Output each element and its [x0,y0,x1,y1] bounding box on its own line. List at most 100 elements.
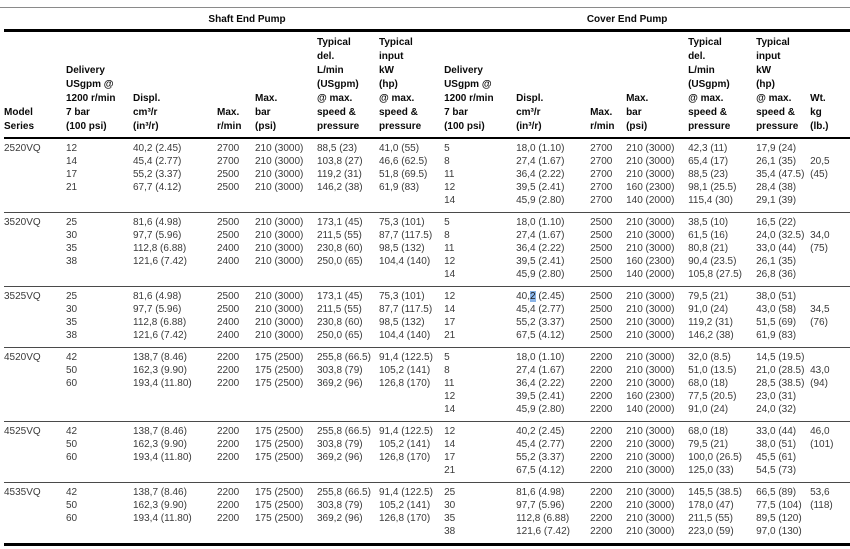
cell-cover-typical-delivery: 178,0 (47) [688,500,734,511]
cell-shaft-displacement [133,390,217,403]
cell-shaft-delivery: 12 [66,143,78,154]
cell-model-series: 4520VQ [4,352,41,363]
cell-cover-typical-input: 38,0 (51) [756,291,797,302]
cell-shaft-displacement: 193,4 (11.80) [133,513,192,524]
spec-row: 3520VQ 25 81,6 (4.98) 2500 210 (3000) 173,1 (… [4,213,850,230]
cell-shaft-typical-input [379,403,444,422]
cell-cover-displacement: 97,7 (5.96) [516,500,565,511]
cell-shaft-typical-delivery: 211,5 (55) [317,304,362,315]
cell-shaft-typical-input: 98,5 (132) [379,317,425,328]
cell-weight: (75) [810,243,828,254]
cell-cover-max-pressure: 210 (3000) [626,169,675,180]
text-selection-highlight: 2 [529,291,536,302]
cell-shaft-typical-input: 75,3 (101) [379,291,425,302]
cell-shaft-max-pressure: 210 (3000) [255,217,304,228]
cell-cover-max-pressure: 160 (2300) [626,256,675,267]
cell-cover-max-rpm: 2200 [590,391,613,402]
cell-cover-max-rpm: 2500 [590,317,613,328]
cell-shaft-displacement [133,403,217,422]
cell-cover-displacement: 55,2 (3.37) [516,452,565,463]
cell-cover-delivery: 17 [444,317,456,328]
cell-shaft-max-pressure: 210 (3000) [255,156,304,167]
cell-shaft-max-pressure: 210 (3000) [255,169,304,180]
cell-shaft-max-rpm: 2200 [217,439,240,450]
cell-cover-typical-delivery: 105,8 (27.5) [688,269,743,280]
cell-shaft-typical-delivery [317,525,379,545]
cell-cover-displacement: 121,6 (7.42) [516,526,571,537]
cell-weight [810,138,850,155]
cell-cover-max-pressure: 160 (2300) [626,182,675,193]
cell-cover-displacement: 40,2 (2.45) [516,287,590,304]
cell-cover-typical-delivery: 91,0 (24) [688,404,729,415]
cell-model-series [4,181,66,194]
cell-shaft-max-pressure: 210 (3000) [255,243,304,254]
cell-shaft-displacement: 81,6 (4.98) [133,217,182,228]
cell-shaft-typical-delivery: 250,0 (65) [317,256,363,267]
cell-shaft-max-rpm: 2200 [217,452,240,463]
cell-cover-max-pressure: 140 (2000) [626,404,675,415]
cell-cover-delivery: 14 [444,439,456,450]
cell-cover-max-rpm: 2200 [590,487,613,498]
cell-cover-typical-delivery: 65,4 (17) [688,156,729,167]
spec-row: 60 193,4 (11.80) 2200 175 (2500) 369,2 (96) 1… [4,451,850,464]
spec-row: 60 193,4 (11.80) 2200 175 (2500) 369,2 (96) 1… [4,512,850,525]
cell-cover-typical-input: 26,1 (35) [756,256,797,267]
spec-row: 17 55,2 (3.37) 2500 210 (3000) 119,2 (31) 51,… [4,168,850,181]
cell-model-series [4,255,66,268]
cell-shaft-max-pressure: 210 (3000) [255,230,304,241]
cell-shaft-max-rpm: 2200 [217,500,240,511]
section-header-spacer [810,8,850,32]
cell-cover-displacement: 27,4 (1.67) [516,156,565,167]
cell-cover-typical-delivery: 88,5 (23) [688,169,729,180]
cell-cover-max-pressure: 210 (3000) [626,500,675,511]
cell-shaft-typical-input [379,268,444,287]
cell-cover-delivery: 11 [444,169,455,180]
model-group-3525VQ: 3525VQ 25 81,6 (4.98) 2500 210 (3000) 173,1 (… [4,286,850,348]
cell-shaft-displacement: 121,6 (7.42) [133,256,187,267]
cell-cover-typical-input: 24,0 (32.5) [756,230,805,241]
cell-shaft-typical-input: 126,8 (170) [379,452,431,463]
cell-shaft-displacement: 45,4 (2.77) [133,156,182,167]
col-header-shaft-typical-input: Typical input kW (hp) @ max. speed & pre… [379,30,445,139]
cell-shaft-delivery [66,525,133,545]
cell-cover-delivery: 8 [444,156,450,167]
cell-shaft-typical-input: 126,8 (170) [379,378,431,389]
cell-model-series [4,438,66,451]
cell-cover-max-rpm: 2200 [590,526,613,537]
cell-shaft-max-pressure: 210 (3000) [255,330,304,341]
cell-weight [810,525,850,545]
cell-cover-max-rpm: 2500 [590,330,613,341]
cell-cover-typical-delivery: 42,3 (11) [688,143,728,154]
cell-model-series: 4525VQ [4,426,41,437]
cell-shaft-typical-input [379,525,444,545]
cell-cover-max-pressure: 160 (2300) [626,391,675,402]
cell-cover-typical-delivery: 146,2 (38) [688,330,734,341]
cell-shaft-typical-input [379,390,444,403]
cell-cover-displacement: 45,9 (2.80) [516,269,565,280]
cell-cover-typical-delivery: 80,8 (21) [688,243,729,254]
spec-row: 21 67,7 (4.12) 2500 210 (3000) 146,2 (38) 61,… [4,181,850,194]
cell-shaft-typical-delivery: 255,8 (66.5) [317,426,371,437]
cell-weight: 20,5 [810,156,830,167]
cell-shaft-delivery [66,403,133,422]
cell-cover-max-rpm: 2700 [590,143,613,154]
cell-cover-displacement: 67,5 (4.12) [516,465,565,476]
cell-shaft-max-pressure: 175 (2500) [255,365,304,376]
cell-cover-typical-input: 54,5 (73) [756,465,797,476]
cell-model-series [4,512,66,525]
cell-weight: (45) [810,169,828,180]
cell-cover-typical-input: 26,1 (35) [756,156,797,167]
cell-cover-displacement: 45,4 (2.77) [516,439,565,450]
cell-shaft-typical-input: 41,0 (55) [379,143,420,154]
cell-cover-delivery: 17 [444,452,456,463]
cell-cover-max-rpm: 2200 [590,404,613,415]
cell-shaft-typical-input: 75,3 (101) [379,217,425,228]
column-header-row: Model Series Delivery USgpm @ 1200 r/min… [4,30,850,139]
cell-shaft-max-pressure [255,390,317,403]
cell-model-series [4,464,66,483]
cell-shaft-typical-delivery: 255,8 (66.5) [317,487,371,498]
cell-shaft-max-rpm [217,403,255,422]
cell-cover-delivery: 11 [444,378,455,389]
spec-row: 50 162,3 (9.90) 2200 175 (2500) 303,8 (79) 10… [4,438,850,451]
cell-shaft-delivery: 30 [66,304,78,315]
